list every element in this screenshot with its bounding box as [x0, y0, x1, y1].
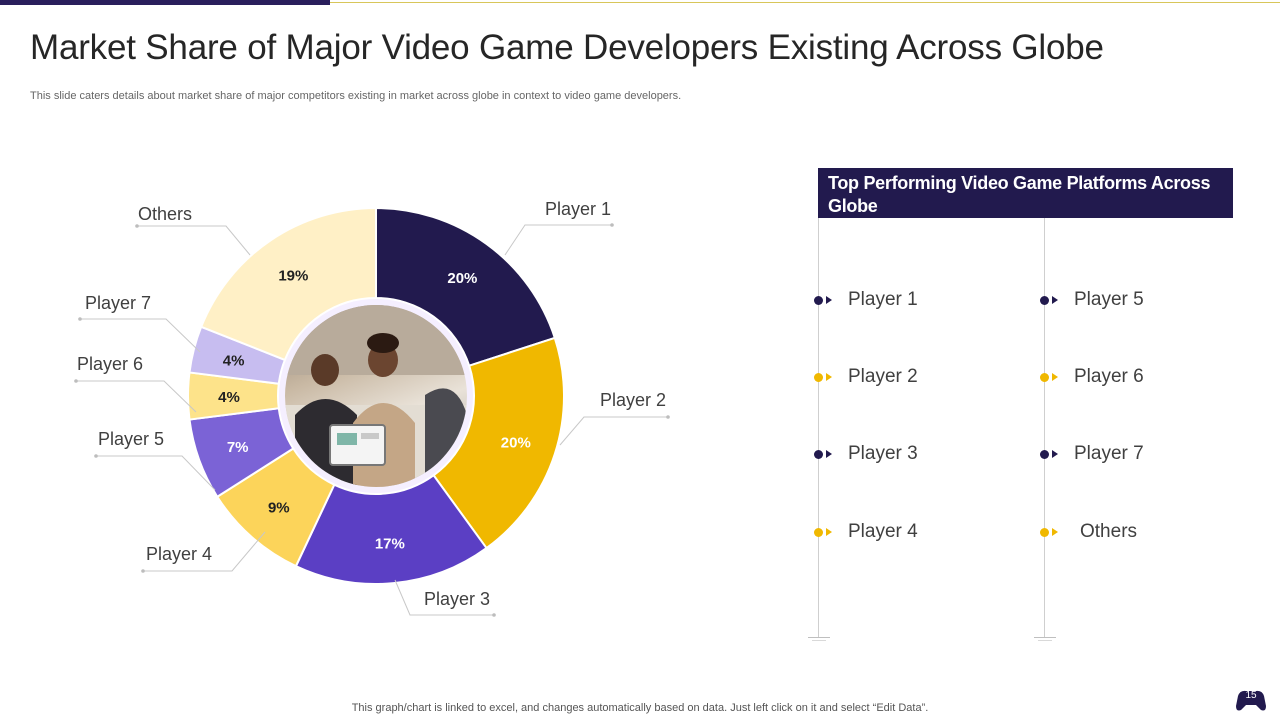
legend-label: Others [1080, 521, 1138, 542]
legend-item-others: Others [1040, 520, 1137, 544]
marker-dot-icon [814, 527, 823, 537]
top-accent-bar [0, 0, 330, 5]
marker-arrow-icon [826, 450, 832, 458]
leader-end-dot [74, 379, 78, 383]
marker-arrow-icon [826, 296, 832, 304]
marker-dot-icon [814, 372, 823, 382]
panel-title: Top Performing Video Game Platforms Acro… [828, 173, 1211, 216]
slice-player-3[interactable] [294, 473, 488, 585]
slice-player-1[interactable] [375, 206, 557, 367]
left-timeline-line [818, 218, 819, 638]
top-accent-line [330, 2, 1280, 3]
legend-item-player-4: Player 4 [814, 520, 918, 544]
legend-item-player-1: Player 1 [814, 288, 918, 312]
marker-dot-icon [1040, 449, 1049, 459]
leader-line [394, 579, 494, 616]
legend-label: Player 5 [1074, 289, 1144, 310]
leader-line [96, 455, 216, 491]
legend-label: Player 6 [1074, 366, 1144, 387]
marker-dot-icon [814, 449, 823, 459]
category-label: Others [138, 204, 192, 224]
legend-item-player-2: Player 2 [814, 365, 918, 389]
donut-category-labels: Player 1 Player 2 Player 3 Player 4 Player 5… [77, 199, 666, 609]
left-timeline-base [808, 637, 830, 638]
legend-label: Player 2 [848, 366, 918, 387]
legend-label: Player 3 [848, 443, 918, 464]
leader-end-dot [492, 613, 496, 617]
category-label: Player 3 [424, 589, 490, 609]
legend-item-player-6: Player 6 [1040, 365, 1144, 389]
legend-item-player-3: Player 3 [814, 442, 918, 466]
marker-arrow-icon [826, 373, 832, 381]
legend-item-player-5: Player 5 [1040, 288, 1144, 312]
legend-item-player-7: Player 7 [1040, 442, 1144, 466]
slide-footer-note: This graph/chart is linked to excel, and… [351, 702, 929, 714]
right-timeline-line [1044, 218, 1045, 638]
percent-label: 9% [268, 499, 290, 516]
right-timeline-base [1034, 637, 1056, 638]
marker-dot-icon [1040, 295, 1049, 305]
percent-label: 20% [501, 434, 531, 451]
slice-others[interactable] [199, 206, 377, 362]
legend-label: Player 1 [848, 289, 918, 310]
donut-leader-lines [74, 223, 670, 617]
team-meeting-photo [285, 305, 467, 487]
gamepad-icon [1236, 690, 1266, 711]
percent-label: 7% [227, 439, 249, 456]
marker-arrow-icon [826, 528, 832, 536]
page-number-badge: 15 [1234, 686, 1268, 714]
slide-subtitle: This slide caters details about market s… [30, 90, 682, 102]
category-label: Player 7 [85, 293, 151, 313]
slide-title: Market Share of Major Video Game Develop… [30, 28, 1104, 67]
category-label: Player 2 [600, 390, 666, 410]
marker-dot-icon [1040, 527, 1049, 537]
legend-label: Player 4 [848, 521, 918, 542]
leader-line [143, 531, 266, 572]
donut-percent-labels: 20% 20% 17% 9% 7% 4% 4% 19% [218, 267, 531, 552]
category-label: Player 4 [146, 544, 212, 564]
leader-end-dot [666, 415, 670, 419]
percent-label: 4% [223, 352, 245, 369]
page-number: 15 [1245, 690, 1257, 701]
leader-end-dot [94, 454, 98, 458]
percent-label: 17% [375, 535, 405, 552]
leader-line [504, 224, 612, 256]
leader-line [80, 318, 201, 353]
slice-player-2[interactable] [432, 336, 565, 550]
leader-end-dot [78, 317, 82, 321]
category-label: Player 1 [545, 199, 611, 219]
leader-end-dot [610, 223, 614, 227]
marker-dot-icon [814, 295, 823, 305]
marker-arrow-icon [1052, 296, 1058, 304]
leader-line [137, 225, 251, 256]
leader-line [559, 416, 668, 446]
marker-arrow-icon [1052, 528, 1058, 536]
category-label: Player 5 [98, 429, 164, 449]
leader-end-dot [141, 569, 145, 573]
percent-label: 4% [218, 389, 240, 406]
right-timeline-base-2 [1038, 640, 1052, 641]
percent-label: 20% [447, 270, 477, 287]
marker-dot-icon [1040, 372, 1049, 382]
percent-label: 19% [278, 267, 308, 284]
leader-end-dot [135, 224, 139, 228]
left-timeline-base-2 [812, 640, 826, 641]
legend-label: Player 7 [1074, 443, 1144, 464]
category-label: Player 6 [77, 354, 143, 374]
marker-arrow-icon [1052, 450, 1058, 458]
leader-line [76, 380, 197, 413]
panel-header: Top Performing Video Game Platforms Acro… [818, 168, 1233, 218]
marker-arrow-icon [1052, 373, 1058, 381]
